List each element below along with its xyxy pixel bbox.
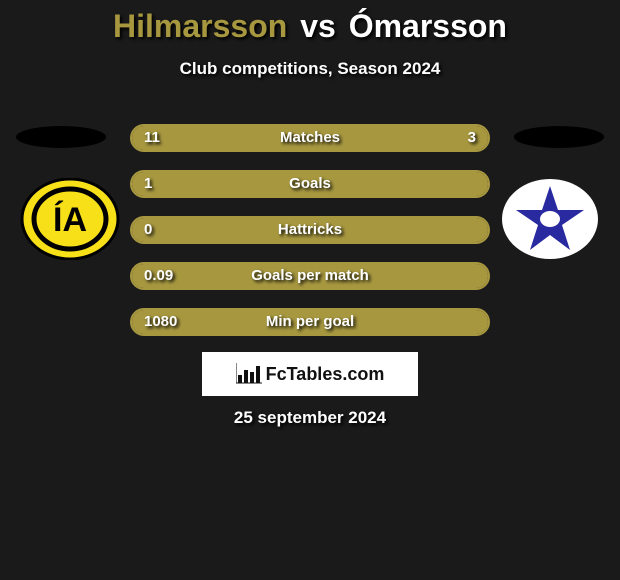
bar-label: Min per goal	[132, 310, 488, 334]
team-right-logo	[500, 178, 600, 260]
vs-text: vs	[300, 8, 336, 44]
subtitle: Club competitions, Season 2024	[0, 59, 620, 79]
bar-row: 0Hattricks	[130, 216, 490, 244]
shadow-right	[514, 126, 604, 148]
bar-label: Hattricks	[132, 218, 488, 242]
bar-row: 1Goals	[130, 170, 490, 198]
date: 25 september 2024	[0, 408, 620, 428]
bar-row: 113Matches	[130, 124, 490, 152]
page-title: Hilmarsson vs Ómarsson	[0, 0, 620, 45]
brand-chart-icon	[236, 363, 262, 385]
bar-label: Matches	[132, 126, 488, 150]
bar-label: Goals per match	[132, 264, 488, 288]
player2-name: Ómarsson	[349, 8, 507, 44]
svg-text:ÍA: ÍA	[53, 201, 87, 239]
bar-label: Goals	[132, 172, 488, 196]
shadow-left	[16, 126, 106, 148]
player1-name: Hilmarsson	[113, 8, 287, 44]
bar-row: 1080Min per goal	[130, 308, 490, 336]
comparison-bars: 113Matches 1Goals 0Hattricks 0.09Goals per …	[130, 124, 490, 354]
team-left-logo: ÍA	[20, 178, 120, 260]
bar-row: 0.09Goals per match	[130, 262, 490, 290]
brand-text: FcTables.com	[266, 364, 385, 385]
brand-box[interactable]: FcTables.com	[202, 352, 418, 396]
